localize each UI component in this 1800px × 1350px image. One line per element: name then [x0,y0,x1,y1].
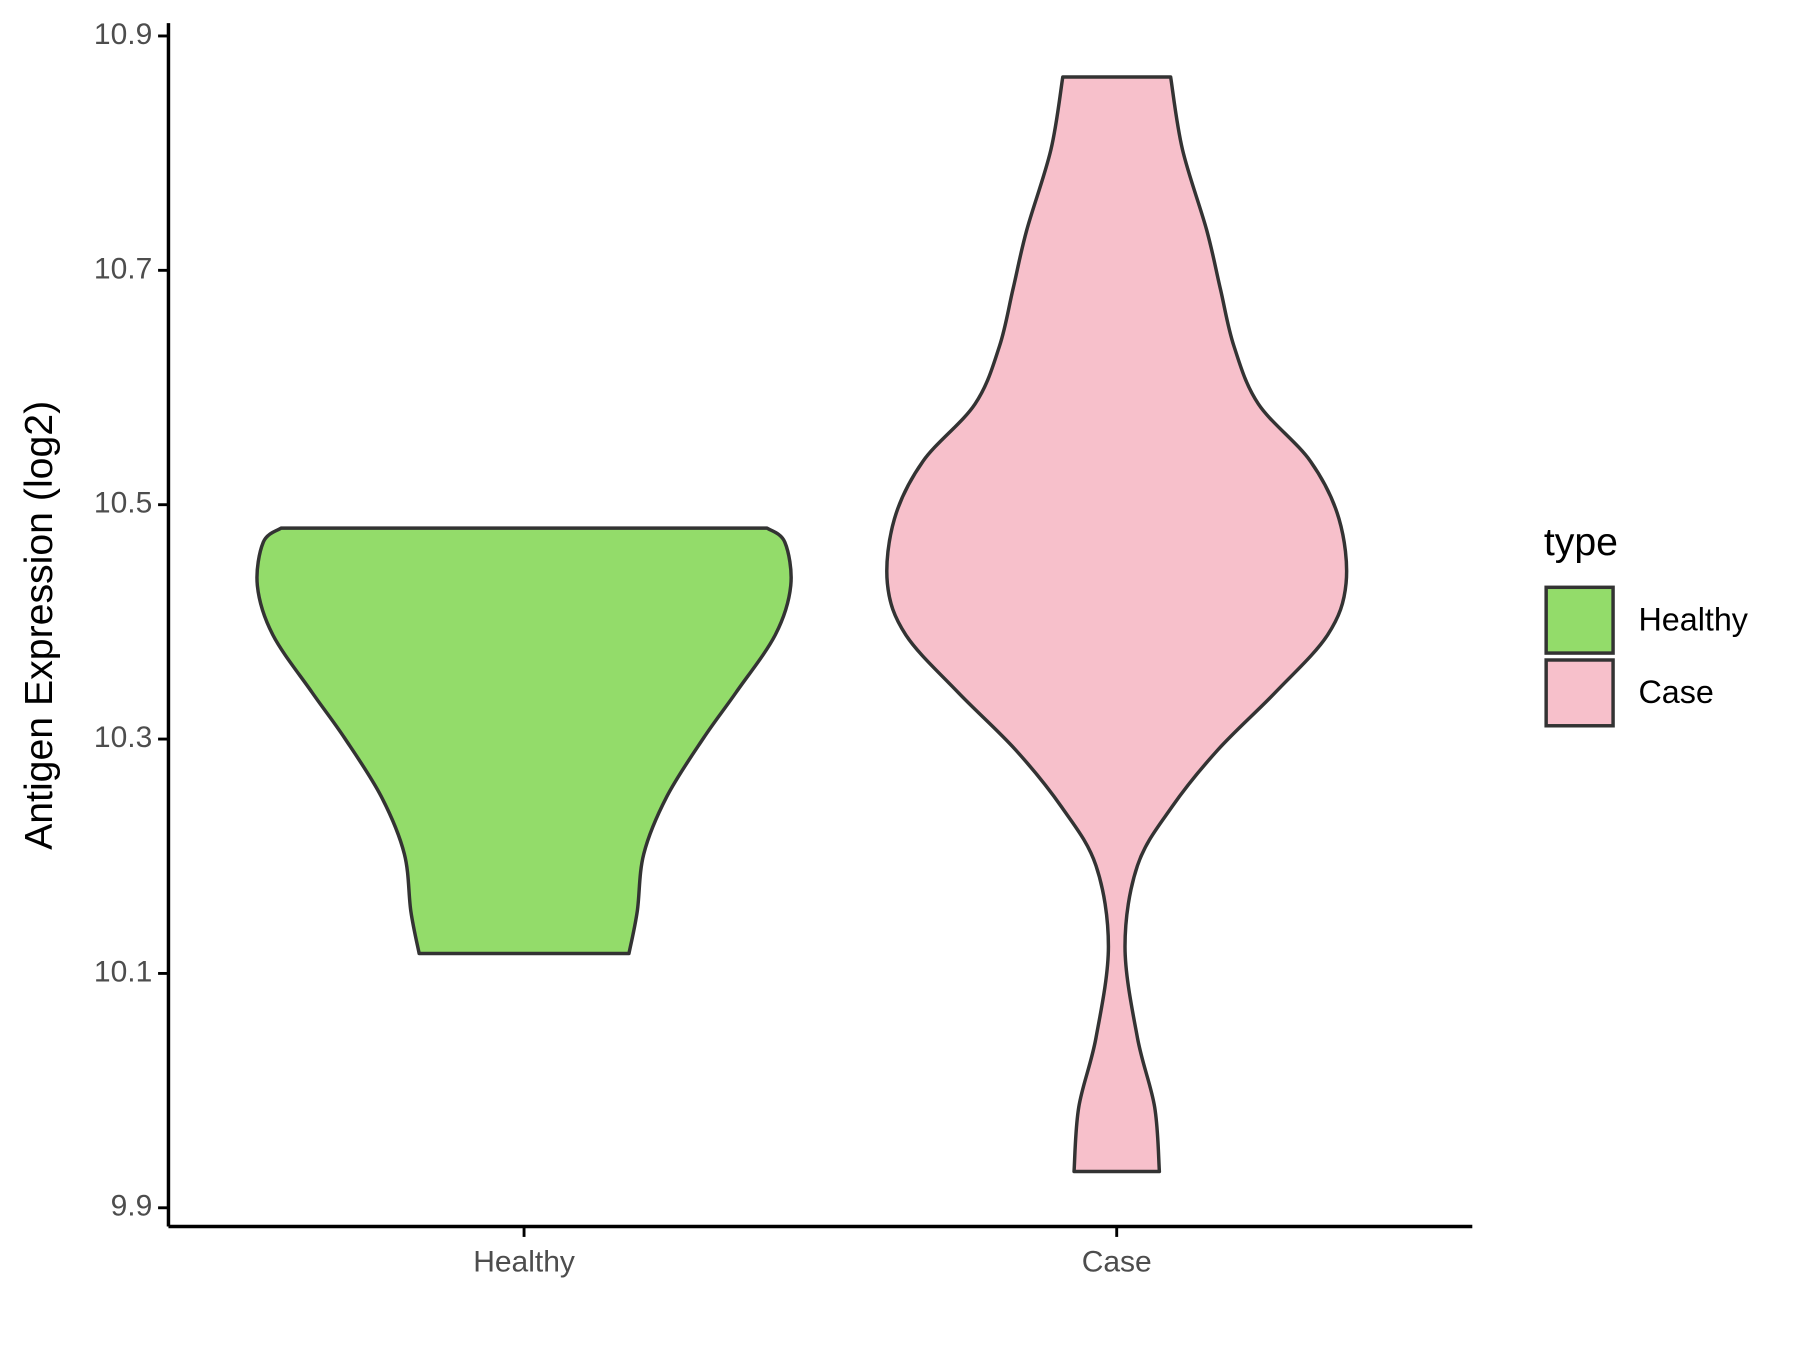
y-tick-label: 10.9 [94,18,152,51]
x-tick-label: Healthy [473,1245,575,1278]
y-tick-label: 10.3 [94,721,152,754]
violin [255,526,793,956]
y-tick-label: 10.7 [94,252,152,285]
legend-swatch [1544,658,1615,728]
x-tick-label: Case [1082,1245,1152,1278]
legend-title: type [1544,520,1618,564]
y-tick-label: 9.9 [111,1190,153,1223]
violin [885,75,1349,1174]
y-tick-label: 10.1 [94,955,152,988]
legend-label: Case [1638,674,1713,710]
legend-label: Healthy [1638,601,1748,637]
y-axis-title: Antigen Expression (log2) [17,401,61,850]
y-tick-label: 10.5 [94,487,152,520]
legend-swatch [1544,585,1615,655]
